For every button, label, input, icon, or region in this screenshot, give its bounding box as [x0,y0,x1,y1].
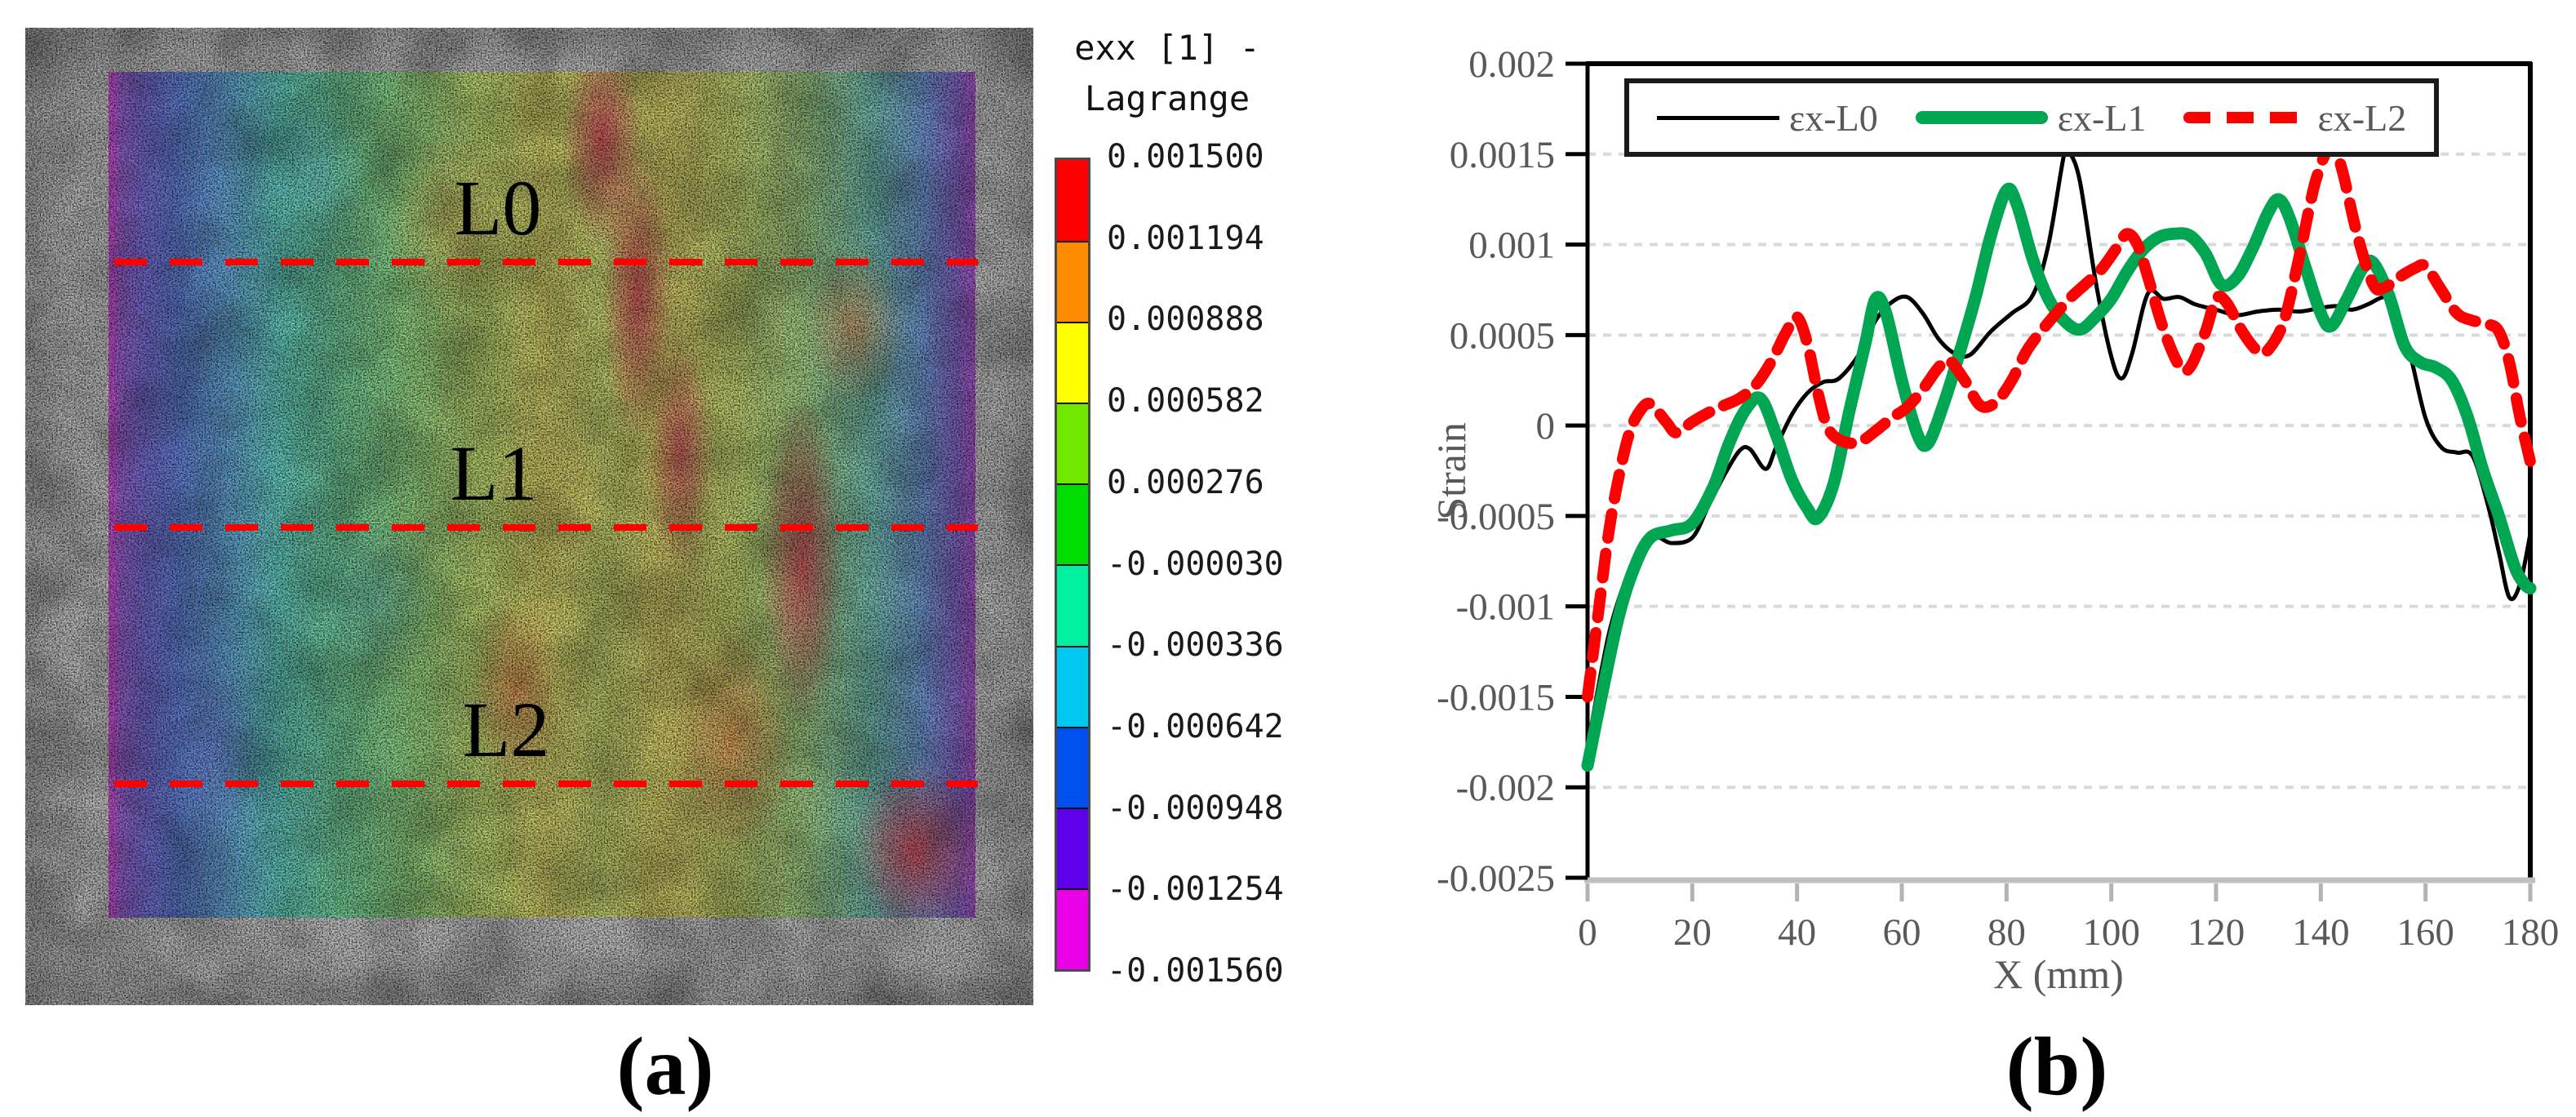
colorbar-segment-4 [1057,483,1088,565]
colorbar-segment-6 [1057,645,1088,727]
scan-label-L2: L2 [462,686,550,773]
svg-text:180: 180 [2502,911,2560,954]
scan-label-L0: L0 [454,164,542,251]
chart-axis-titles: X (mm) Strain [1428,422,2124,997]
svg-text:0: 0 [1578,911,1597,954]
series-line-1 [1581,182,2537,772]
strain-line-chart: 0.002 0.0015 0.001 0.0005 0 -0.0005 -0.001 -0.0… [1428,43,2559,997]
colorbar-segment-8 [1057,807,1088,888]
legend-item-0: εx-L0 [1657,96,1878,140]
colorbar-tick-label: -0.001254 [1107,870,1284,909]
scan-line-L1 [114,524,978,531]
svg-text:100: 100 [2082,911,2140,954]
chart-axis-ticks [1566,61,2533,901]
colorbar-tick-label: 0.001194 [1107,219,1264,257]
colorbar-tick-label: -0.000336 [1107,626,1284,665]
legend-label-1: εx-L1 [2057,96,2147,139]
scan-line-L0 [114,259,978,265]
colorbar-tick-label: 0.000582 [1107,382,1264,421]
colorbar-title-line2: Lagrange [1084,78,1250,118]
colorbar-title: exx [1] - Lagrange [1045,23,1290,124]
legend-label-2: εx-L2 [2317,96,2407,139]
scan-line-L2 [114,781,978,787]
series-line-2 [1582,139,2536,703]
colorbar-segment-2 [1057,322,1088,403]
svg-text:0.0005: 0.0005 [1450,314,1555,357]
chart-legend: εx-L0 εx-L1 εx-L2 [1624,78,2440,157]
svg-text:-0.0005: -0.0005 [1437,496,1555,538]
svg-text:40: 40 [1778,911,1816,954]
colorbar-tick-label: 0.001500 [1107,138,1264,176]
svg-text:-0.002: -0.002 [1456,767,1555,809]
legend-line-sample-1 [1915,111,2048,124]
svg-text:-0.0025: -0.0025 [1437,857,1555,900]
legend-item-2: εx-L2 [2183,96,2406,140]
colorbar-title-line1: exx [1] - [1074,28,1260,68]
colorbar-tick-label: 0.000888 [1107,300,1264,339]
legend-line-sample-2 [2183,112,2308,123]
scan-label-L1: L1 [450,429,538,517]
svg-text:20: 20 [1673,911,1712,954]
colorbar-tick-label: -0.000948 [1107,789,1284,827]
svg-text:-0.001: -0.001 [1456,586,1555,629]
svg-text:0.001: 0.001 [1468,225,1555,267]
colorbar-tick-label: 0.000276 [1107,463,1264,501]
y-axis-title: Strain [1428,422,1474,519]
chart-axis-tick-labels: 0.002 0.0015 0.001 0.0005 0 -0.0005 -0.001 -0.0… [1437,43,2559,954]
colorbar-segment-9 [1057,888,1088,969]
svg-text:140: 140 [2292,911,2350,954]
colorbar [1055,158,1090,972]
svg-text:80: 80 [1988,911,2026,954]
legend-label-0: εx-L0 [1789,96,1878,139]
svg-text:0.002: 0.002 [1468,43,1555,86]
chart-frame [1584,61,2535,883]
colorbar-segment-5 [1057,564,1088,646]
colorbar-tick-label: -0.001560 [1107,952,1284,990]
colorbar-segment-0 [1057,160,1088,242]
svg-text:120: 120 [2187,911,2245,954]
svg-text:0.0015: 0.0015 [1450,134,1555,176]
x-axis-title: X (mm) [1993,951,2124,997]
colorbar-tick-label: -0.000642 [1107,707,1284,745]
legend-line-sample-0 [1657,115,1779,120]
legend-item-1: εx-L1 [1915,96,2147,140]
caption-a: (a) [616,1021,714,1113]
svg-text:60: 60 [1883,911,1921,954]
svg-text:160: 160 [2396,911,2454,954]
colorbar-tick-label: -0.000030 [1107,545,1284,583]
colorbar-segment-1 [1057,241,1088,323]
svg-text:-0.0015: -0.0015 [1437,676,1555,719]
colorbar-segment-3 [1057,403,1088,484]
svg-text:0: 0 [1536,405,1556,447]
caption-b: (b) [2005,1021,2108,1113]
colorbar-segment-7 [1057,726,1088,808]
